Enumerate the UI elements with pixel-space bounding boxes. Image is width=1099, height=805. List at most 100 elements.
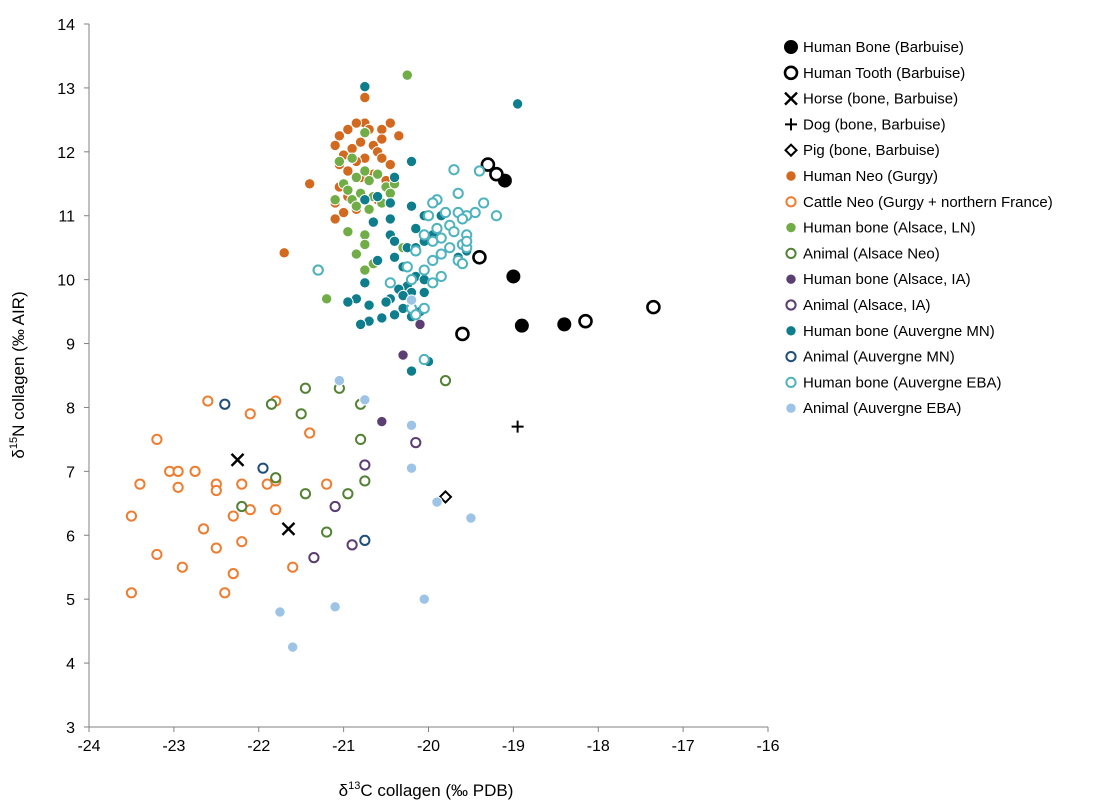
data-point — [480, 157, 496, 172]
data-point — [410, 245, 422, 257]
y-tick-label: 7 — [66, 464, 75, 481]
data-point — [308, 552, 320, 564]
data-point — [514, 318, 529, 333]
data-point — [321, 526, 333, 538]
data-point — [342, 123, 354, 136]
data-point — [281, 522, 296, 536]
data-point — [646, 299, 661, 315]
data-point — [354, 318, 367, 331]
data-point — [388, 251, 401, 263]
series-6 — [125, 395, 333, 599]
data-point — [435, 270, 447, 283]
legend-item: Animal (Auvergne EBA) — [785, 400, 961, 417]
data-point — [384, 158, 397, 171]
data-point — [359, 126, 371, 139]
data-point — [418, 229, 430, 241]
x-tick-label: -22 — [247, 738, 270, 755]
data-point — [405, 294, 418, 306]
data-point — [444, 242, 456, 254]
data-point — [401, 69, 413, 81]
data-point — [439, 206, 452, 219]
legend-label: Animal (Auvergne MN) — [803, 349, 955, 366]
legend-item: Human Neo (Gurgy) — [785, 168, 938, 185]
legend-item: Human bone (Alsace, LN) — [785, 220, 976, 237]
data-point — [405, 274, 418, 286]
data-point — [418, 286, 430, 299]
legend-marker — [785, 376, 797, 388]
data-point — [227, 510, 239, 522]
data-point — [265, 398, 278, 410]
legend: Human Bone (Barbuise) Human Tooth (Barbui… — [783, 39, 1053, 417]
data-point — [125, 510, 138, 522]
legend-item: Animal (Auvergne MN) — [785, 349, 955, 366]
data-point — [473, 165, 486, 177]
data-points — [125, 69, 661, 653]
data-point — [422, 210, 435, 222]
data-point — [346, 152, 358, 164]
data-point — [388, 309, 401, 321]
data-point — [405, 462, 418, 474]
x-axis-title-sup: 13 — [348, 780, 360, 792]
data-point — [405, 419, 418, 432]
data-point — [418, 302, 430, 314]
data-point — [410, 222, 422, 235]
y-tick-label: 11 — [58, 209, 75, 226]
legend-marker — [785, 325, 797, 337]
data-point — [384, 277, 396, 289]
data-point — [367, 216, 380, 228]
series-0 — [497, 173, 572, 333]
data-point — [236, 500, 248, 513]
y-tick-label: 3 — [66, 720, 75, 737]
data-point — [506, 269, 521, 284]
data-point — [363, 299, 375, 311]
data-point — [337, 206, 350, 219]
series-4 — [438, 490, 453, 504]
data-point — [418, 593, 430, 605]
data-point — [342, 488, 354, 500]
data-point — [359, 80, 371, 93]
legend-item: Human Bone (Barbuise) — [784, 39, 964, 56]
data-point — [427, 197, 439, 209]
data-point — [384, 117, 397, 129]
legend-marker — [785, 299, 797, 311]
data-point — [380, 296, 392, 308]
data-point — [489, 166, 504, 182]
data-point — [299, 488, 312, 500]
data-point — [303, 178, 316, 190]
data-point — [371, 190, 384, 203]
legend-item: Human Tooth (Barbuise) — [783, 65, 965, 82]
data-point — [210, 542, 222, 554]
data-point — [431, 222, 443, 235]
data-point — [350, 248, 363, 260]
data-point — [321, 478, 333, 490]
data-point — [151, 433, 163, 446]
legend-item: Human bone (Auvergne EBA) — [785, 374, 1001, 391]
data-point — [376, 123, 388, 136]
data-point — [176, 561, 188, 573]
data-point — [257, 462, 269, 474]
x-tick-label: -16 — [756, 738, 779, 755]
data-point — [401, 261, 413, 273]
legend-marker — [785, 118, 797, 131]
data-point — [359, 194, 371, 206]
data-point — [197, 523, 210, 535]
y-tick-label: 10 — [57, 273, 75, 290]
data-point — [418, 353, 430, 366]
data-point — [461, 235, 473, 247]
legend-label: Human bone (Auvergne MN) — [803, 323, 995, 340]
legend-label: Cattle Neo (Gurgy + northern France) — [803, 194, 1053, 211]
data-point — [134, 478, 146, 490]
legend-item: Horse (bone, Barbuise) — [784, 91, 958, 108]
data-point — [456, 213, 469, 225]
legend-marker — [785, 351, 797, 363]
data-point — [405, 365, 418, 377]
data-point — [304, 427, 316, 439]
data-point — [359, 394, 371, 406]
data-point — [511, 98, 524, 110]
data-point — [431, 496, 443, 508]
data-point — [346, 539, 358, 551]
data-point — [363, 203, 375, 216]
legend-item: Human bone (Alsace, IA) — [785, 271, 971, 288]
data-point — [376, 415, 388, 428]
